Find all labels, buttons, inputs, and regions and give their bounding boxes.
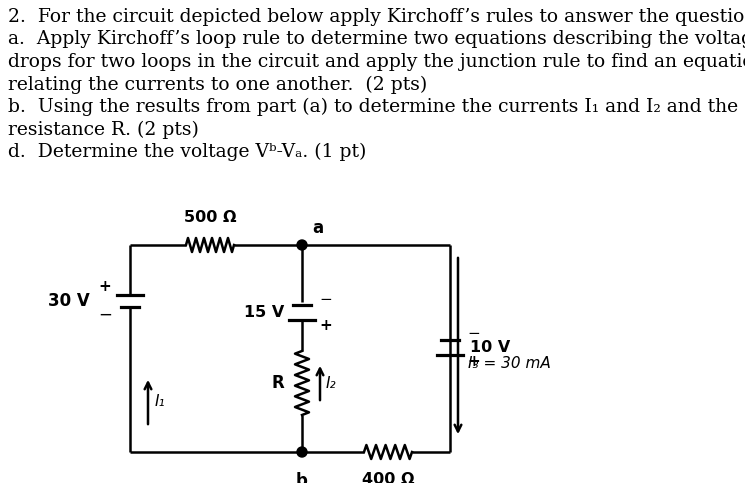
Text: resistance R. (2 pts): resistance R. (2 pts) (8, 120, 199, 139)
Text: 30 V: 30 V (48, 292, 90, 310)
Text: drops for two loops in the circuit and apply the junction rule to find an equati: drops for two loops in the circuit and a… (8, 53, 745, 71)
Circle shape (297, 447, 307, 457)
Text: +: + (98, 279, 111, 294)
Text: −: − (98, 306, 112, 324)
Text: d.  Determine the voltage Vᵇ-Vₐ. (1 pt): d. Determine the voltage Vᵇ-Vₐ. (1 pt) (8, 143, 367, 161)
Text: I₃ = 30 mA: I₃ = 30 mA (468, 356, 551, 371)
Text: 500 Ω: 500 Ω (184, 210, 236, 225)
Text: 15 V: 15 V (244, 305, 284, 320)
Text: a: a (312, 219, 323, 237)
Text: +: + (467, 354, 480, 369)
Text: I₁: I₁ (155, 395, 165, 410)
Text: b.  Using the results from part (a) to determine the currents I₁ and I₂ and the: b. Using the results from part (a) to de… (8, 98, 738, 116)
Text: R: R (271, 374, 284, 392)
Text: 400 Ω: 400 Ω (361, 472, 414, 483)
Circle shape (297, 240, 307, 250)
Text: I₂: I₂ (326, 375, 337, 390)
Text: +: + (319, 318, 332, 333)
Text: relating the currents to one another.  (2 pts): relating the currents to one another. (2… (8, 75, 427, 94)
Text: a.  Apply Kirchoff’s loop rule to determine two equations describing the voltage: a. Apply Kirchoff’s loop rule to determi… (8, 30, 745, 48)
Text: b: b (296, 472, 308, 483)
Text: 2.  For the circuit depicted below apply Kirchoff’s rules to answer the question: 2. For the circuit depicted below apply … (8, 8, 745, 26)
Text: −: − (319, 292, 332, 307)
Text: 10 V: 10 V (470, 340, 510, 355)
Text: −: − (467, 327, 480, 341)
